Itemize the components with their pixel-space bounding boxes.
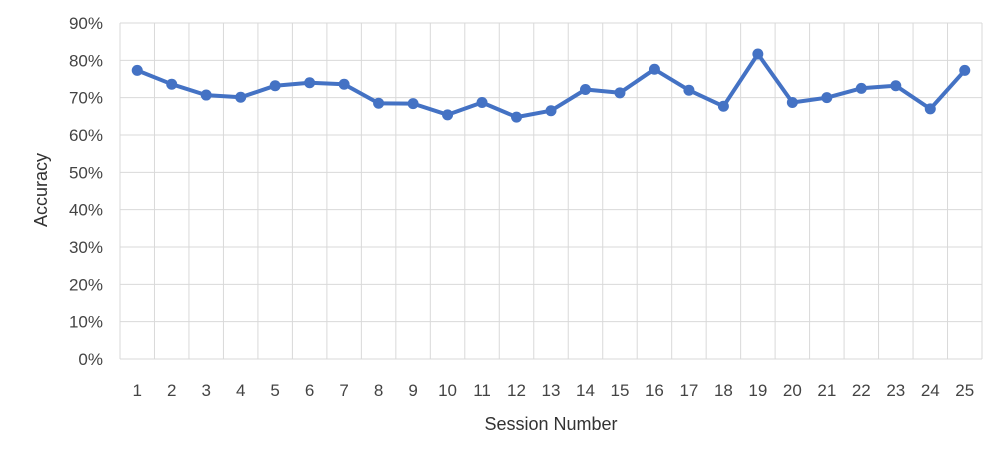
x-tick-label: 2 bbox=[167, 381, 176, 400]
x-axis-ticks: 1 2 3 4 5 6 7 8 9 10 11 12 13 14 15 16 17 18 19 20 21 22 23 24 2… bbox=[133, 381, 975, 400]
data-point bbox=[924, 103, 936, 115]
data-point bbox=[717, 100, 729, 112]
y-tick-label: 10% bbox=[69, 313, 103, 332]
x-tick-label: 20 bbox=[783, 381, 802, 400]
data-point bbox=[200, 89, 212, 101]
y-tick-label: 50% bbox=[69, 163, 103, 182]
data-point bbox=[166, 78, 178, 90]
y-tick-label: 30% bbox=[69, 238, 103, 257]
x-tick-label: 13 bbox=[542, 381, 561, 400]
x-tick-label: 4 bbox=[236, 381, 245, 400]
x-tick-label: 7 bbox=[339, 381, 348, 400]
data-point bbox=[338, 78, 350, 90]
data-point bbox=[579, 83, 591, 95]
x-tick-label: 22 bbox=[852, 381, 871, 400]
data-point bbox=[131, 64, 143, 76]
y-tick-label: 20% bbox=[69, 275, 103, 294]
x-tick-label: 17 bbox=[679, 381, 698, 400]
y-tick-label: 0% bbox=[78, 350, 103, 369]
y-axis-title: Accuracy bbox=[31, 153, 51, 227]
data-point bbox=[442, 109, 454, 121]
x-tick-label: 3 bbox=[201, 381, 210, 400]
data-point bbox=[821, 92, 833, 104]
x-tick-label: 9 bbox=[408, 381, 417, 400]
x-axis-title: Session Number bbox=[484, 414, 617, 434]
data-point bbox=[545, 105, 557, 117]
x-tick-label: 23 bbox=[886, 381, 905, 400]
data-point bbox=[890, 80, 902, 92]
data-point bbox=[304, 77, 316, 89]
data-point bbox=[407, 98, 419, 110]
data-point bbox=[476, 97, 488, 109]
x-tick-label: 8 bbox=[374, 381, 383, 400]
gridlines bbox=[119, 22, 983, 360]
data-point bbox=[959, 64, 971, 76]
x-tick-label: 16 bbox=[645, 381, 664, 400]
x-tick-label: 6 bbox=[305, 381, 314, 400]
data-point bbox=[511, 111, 523, 123]
x-tick-label: 24 bbox=[921, 381, 940, 400]
data-point bbox=[269, 80, 281, 92]
x-tick-label: 5 bbox=[270, 381, 279, 400]
series-accuracy bbox=[131, 48, 971, 123]
data-point bbox=[752, 48, 764, 60]
y-tick-label: 40% bbox=[69, 201, 103, 220]
data-point bbox=[614, 87, 626, 99]
x-tick-label: 25 bbox=[955, 381, 974, 400]
data-point bbox=[683, 84, 695, 96]
y-axis-ticks: 0% 10% 20% 30% 40% 50% 60% 70% 80% 90% bbox=[69, 14, 103, 369]
data-point bbox=[235, 91, 247, 103]
y-tick-label: 60% bbox=[69, 126, 103, 145]
x-tick-label: 21 bbox=[817, 381, 836, 400]
x-tick-label: 19 bbox=[748, 381, 767, 400]
y-tick-label: 70% bbox=[69, 89, 103, 108]
data-point bbox=[373, 97, 385, 109]
data-point bbox=[786, 97, 798, 109]
x-tick-label: 1 bbox=[133, 381, 142, 400]
y-tick-label: 80% bbox=[69, 51, 103, 70]
data-point bbox=[855, 82, 867, 94]
x-tick-label: 14 bbox=[576, 381, 595, 400]
y-tick-label: 90% bbox=[69, 14, 103, 33]
x-tick-label: 15 bbox=[610, 381, 629, 400]
x-tick-label: 10 bbox=[438, 381, 457, 400]
x-tick-label: 18 bbox=[714, 381, 733, 400]
data-point bbox=[648, 63, 660, 75]
x-tick-label: 12 bbox=[507, 381, 526, 400]
x-tick-label: 11 bbox=[473, 381, 491, 400]
